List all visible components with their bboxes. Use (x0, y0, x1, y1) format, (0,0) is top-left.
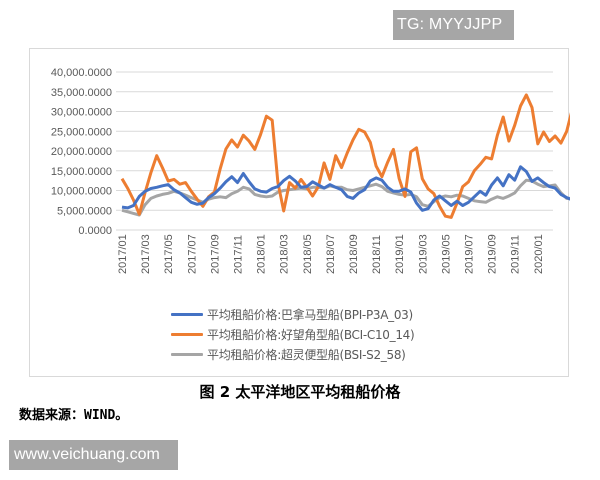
legend-item-capesize: 平均租船价格:好望角型船(BCI-C10_14) (171, 324, 415, 344)
y-tick-label: 35,000.0000 (51, 87, 112, 99)
x-tick-label: 2017/11 (233, 235, 245, 274)
data-source-note: 数据来源：WIND。 (19, 408, 129, 423)
x-tick-label: 2017/05 (163, 234, 175, 274)
x-tick-label: 2018/11 (371, 235, 383, 274)
x-tick-label: 2018/09 (348, 234, 360, 274)
y-tick-label: 40,000.0000 (51, 67, 112, 79)
x-axis-ticks: 2017/01 2017/03 2017/05 2017/07 2017/09 2017/… (117, 234, 545, 274)
x-tick-label: 2017/03 (140, 234, 152, 274)
legend-item-supramax: 平均租船价格:超灵便型船(BSI-S2_58) (171, 344, 414, 364)
y-tick-label: 0.0000 (78, 225, 112, 237)
x-tick-label: 2019/11 (510, 235, 522, 274)
x-tick-label: 2017/09 (209, 234, 221, 274)
x-tick-label: 2018/05 (302, 234, 314, 274)
chart-container: 40,000.0000 35,000.0000 30,000.0000 25,000.… (29, 48, 570, 377)
legend-swatch-orange (171, 332, 203, 336)
x-tick-label: 2019/05 (440, 234, 452, 274)
series-line (121, 165, 570, 212)
y-axis-ticks: 40,000.0000 35,000.0000 30,000.0000 25,000.… (51, 67, 112, 237)
series-lines (120, 93, 570, 219)
y-tick-label: 25,000.0000 (51, 126, 112, 138)
legend-label: 平均租船价格:超灵便型船(BSI-S2_58) (207, 347, 406, 362)
y-tick-label: 5,000.0000 (57, 205, 112, 217)
x-tick-label: 2019/01 (394, 234, 406, 274)
legend-swatch-blue (171, 312, 203, 316)
x-tick-label: 2019/09 (487, 234, 499, 274)
y-tick-label: 15,000.0000 (51, 166, 112, 178)
x-tick-label: 2017/01 (117, 234, 129, 274)
chart-legend: 平均租船价格:巴拿马型船(BPI-P3A_03) 平均租船价格:好望角型船(BC… (171, 304, 415, 364)
legend-item-panamax: 平均租船价格:巴拿马型船(BPI-P3A_03) (171, 304, 414, 324)
watermark-bottom: www.veichuang.com (9, 440, 178, 470)
x-tick-label: 2018/03 (279, 234, 291, 274)
x-tick-label: 2017/07 (186, 234, 198, 274)
x-tick-label: 2019/07 (464, 234, 476, 274)
x-tick-label: 2019/03 (417, 234, 429, 274)
x-tick-label: 2018/01 (256, 234, 268, 274)
x-tick-label: 2018/07 (325, 234, 337, 274)
y-tick-label: 10,000.0000 (51, 186, 112, 198)
gridlines (116, 71, 553, 231)
line-chart: 40,000.0000 35,000.0000 30,000.0000 25,000.… (51, 67, 570, 274)
legend-label: 平均租船价格:巴拿马型船(BPI-P3A_03) (207, 307, 413, 322)
x-tick-label: 2020/01 (533, 234, 545, 274)
series-line (120, 93, 570, 219)
legend-swatch-gray (171, 352, 203, 356)
y-tick-label: 20,000.0000 (51, 146, 112, 158)
y-tick-label: 30,000.0000 (51, 107, 112, 119)
watermark-top: TG: MYYJJPP (393, 10, 514, 40)
legend-label: 平均租船价格:好望角型船(BCI-C10_14) (207, 327, 415, 342)
figure-caption: 图 2 太平洋地区平均租船价格 (199, 383, 401, 401)
